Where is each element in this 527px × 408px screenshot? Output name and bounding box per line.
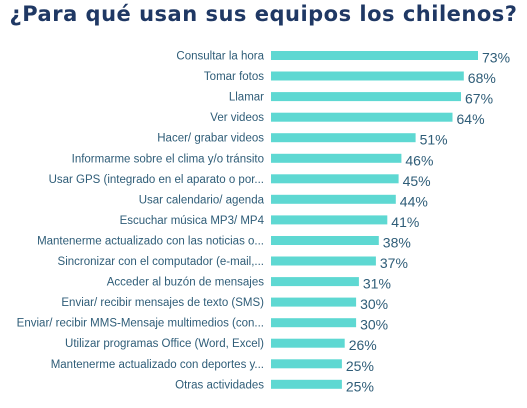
category-label: Usar GPS (integrado en el aparato o por.… bbox=[49, 174, 264, 186]
bar bbox=[271, 133, 416, 143]
category-label: Consultar la hora bbox=[176, 51, 264, 63]
category-label: Acceder al buzón de mensajes bbox=[107, 277, 265, 289]
chart-title: ¿Para qué usan sus equipos los chilenos? bbox=[9, 2, 518, 26]
data-label: 67% bbox=[465, 91, 493, 107]
category-label: Tomar fotos bbox=[204, 71, 264, 83]
bar bbox=[271, 215, 388, 225]
bar bbox=[271, 256, 376, 266]
category-label: Utilizar programas Office (Word, Excel) bbox=[65, 338, 264, 350]
bar bbox=[271, 194, 396, 204]
data-label: 44% bbox=[400, 193, 428, 209]
category-label: Llamar bbox=[229, 92, 264, 104]
category-label: Mantenerme actualizado con las noticias … bbox=[37, 236, 264, 248]
category-label: Sincronizar con el computador (e-mail,..… bbox=[58, 256, 264, 268]
category-label: Usar calendario/ agenda bbox=[139, 194, 265, 206]
data-label: 64% bbox=[457, 111, 485, 127]
data-label: 25% bbox=[346, 378, 374, 394]
data-label: 31% bbox=[363, 276, 391, 292]
bar bbox=[271, 277, 359, 287]
category-label: Escuchar música MP3/ MP4 bbox=[120, 215, 265, 227]
bar bbox=[271, 112, 453, 122]
data-label: 45% bbox=[403, 173, 431, 189]
data-label: 30% bbox=[360, 317, 388, 333]
data-label: 26% bbox=[349, 337, 377, 353]
category-label: Hacer/ grabar videos bbox=[157, 133, 264, 145]
bar bbox=[271, 318, 357, 328]
data-label: 30% bbox=[360, 296, 388, 312]
category-label: Mantenerme actualizado con deportes y... bbox=[51, 359, 264, 371]
data-label: 41% bbox=[391, 214, 419, 230]
bar bbox=[271, 153, 402, 163]
bar bbox=[271, 71, 464, 81]
bar bbox=[271, 92, 461, 102]
category-label: Enviar/ recibir mensajes de texto (SMS) bbox=[61, 297, 264, 309]
bar bbox=[271, 51, 478, 60]
data-label: 46% bbox=[405, 152, 433, 168]
data-label: 38% bbox=[383, 235, 411, 251]
data-label: 37% bbox=[380, 255, 408, 271]
bar bbox=[271, 174, 399, 184]
bar bbox=[271, 379, 342, 389]
data-label: 73% bbox=[482, 50, 510, 66]
category-label: Informarme sobre el clima y/o tránsito bbox=[72, 153, 264, 165]
bar bbox=[271, 236, 379, 245]
data-label: 68% bbox=[468, 70, 496, 86]
category-label: Otras actividades bbox=[175, 379, 264, 391]
category-label: Ver videos bbox=[210, 112, 264, 124]
data-label: 25% bbox=[346, 358, 374, 374]
bar bbox=[271, 297, 357, 307]
category-label: Enviar/ recibir MMS-Mensaje multimedios … bbox=[17, 318, 264, 330]
bar bbox=[271, 338, 345, 348]
data-label: 51% bbox=[420, 132, 448, 148]
bar bbox=[271, 359, 342, 369]
